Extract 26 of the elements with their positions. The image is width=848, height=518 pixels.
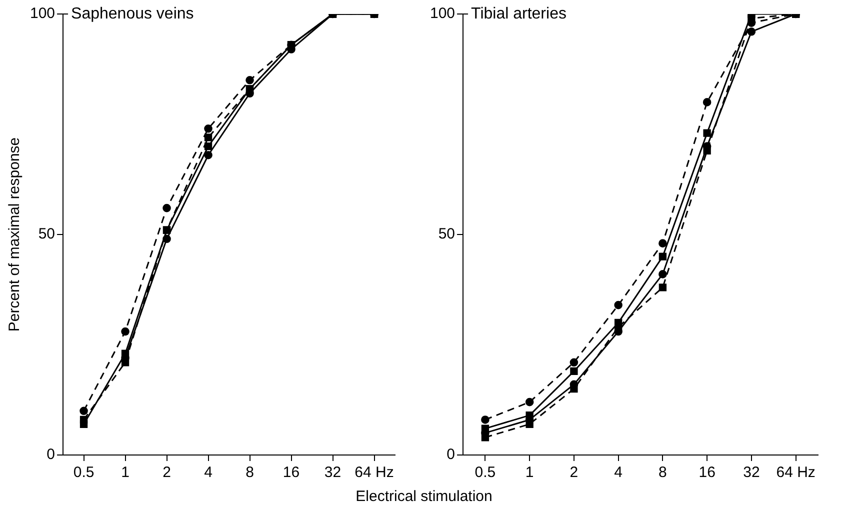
- y-tick-label: 0: [46, 446, 56, 464]
- y-tick-label: 100: [30, 5, 56, 22]
- x-tick-label: 2: [162, 464, 171, 482]
- x-tick-label: 1: [525, 464, 534, 482]
- y-tick-label: 0: [446, 446, 456, 464]
- x-tick-label: 16: [698, 464, 716, 482]
- x-axis-title: Electrical stimulation: [354, 488, 494, 505]
- chart-title: Saphenous veins: [71, 5, 194, 22]
- y-tick-label: 100: [430, 5, 456, 22]
- x-tick-label: 1: [121, 464, 130, 482]
- x-tick-label: 8: [658, 464, 667, 482]
- x-tick-label: 2: [570, 464, 578, 482]
- x-tick-label: 8: [246, 464, 254, 482]
- y-axis-title: Percent of maximal response: [6, 137, 24, 332]
- x-tick-label: 64 Hz: [776, 464, 816, 482]
- x-tick-label: 0.5: [474, 464, 496, 482]
- x-tick-label: 16: [282, 464, 300, 482]
- x-tick-label: 32: [743, 464, 760, 482]
- y-tick-label: 50: [438, 226, 456, 243]
- x-tick-label: 0.5: [73, 464, 94, 482]
- x-tick-label: 32: [324, 464, 342, 482]
- y-tick-label: 50: [38, 226, 56, 243]
- x-tick-label: 4: [204, 464, 212, 482]
- x-tick-label: 64 Hz: [354, 464, 394, 482]
- chart-title: Tibial arteries: [471, 5, 566, 22]
- x-tick-label: 4: [614, 464, 622, 482]
